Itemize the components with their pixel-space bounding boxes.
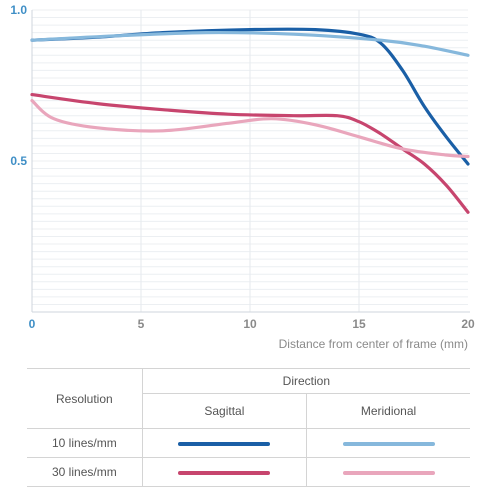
x-tick-label: 10 xyxy=(243,317,257,331)
y-tick-label: 1.0 xyxy=(10,3,27,17)
swatch-meridional-10 xyxy=(342,441,435,446)
swatch-sagittal-10 xyxy=(178,441,271,446)
swatch-sagittal-30 xyxy=(178,470,271,475)
y-tick-label: 0.5 xyxy=(10,154,27,168)
legend-row-label: 10 lines/mm xyxy=(27,428,143,458)
chart-ticks: 0 5 10 15 20 0.5 1.0 xyxy=(10,3,475,331)
legend-table: Resolution Direction Sagittal Meridional… xyxy=(27,368,470,487)
chart-grid xyxy=(32,9,468,312)
x-tick-label: 5 xyxy=(138,317,145,331)
meridional-header: Meridional xyxy=(306,393,470,429)
legend-row-30: 30 lines/mm xyxy=(27,457,470,487)
sagittal-header: Sagittal xyxy=(142,393,308,429)
direction-header: Direction xyxy=(142,368,470,394)
x-axis-label: Distance from center of frame (mm) xyxy=(279,337,468,351)
mtf-chart: 0 5 10 15 20 0.5 1.0 Distance from center of f… xyxy=(10,3,475,351)
series-line-m10 xyxy=(30,30,470,57)
x-tick-label: 0 xyxy=(29,317,36,331)
legend-row-10: 10 lines/mm xyxy=(27,428,470,458)
chart-series xyxy=(30,27,470,214)
series-line-s30 xyxy=(30,93,470,214)
resolution-header: Resolution xyxy=(27,368,143,429)
swatch-meridional-30 xyxy=(342,470,435,475)
series-line-m30 xyxy=(30,99,470,159)
x-tick-label: 20 xyxy=(461,317,475,331)
chart-axes xyxy=(31,10,470,313)
x-tick-label: 15 xyxy=(352,317,366,331)
legend-row-label: 30 lines/mm xyxy=(27,457,143,487)
